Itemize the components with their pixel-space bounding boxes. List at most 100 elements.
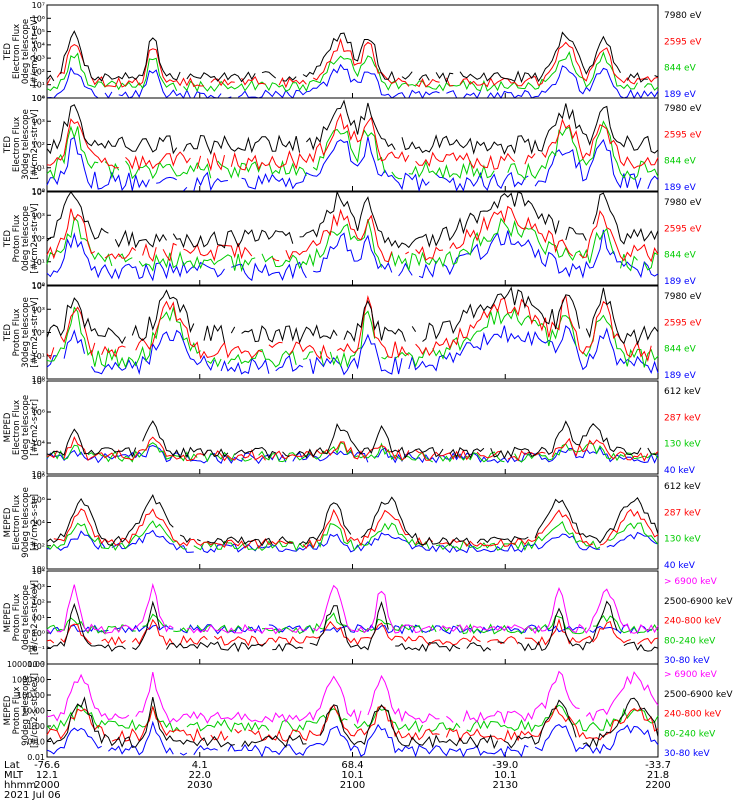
y-axis-title-line: [#/cm2-s-str-keV] (30, 673, 40, 748)
y-tick-label: 1.00 (27, 722, 45, 731)
y-axis-title-line: Electron Flux (12, 24, 22, 79)
legend-entry: 189 eV (664, 277, 697, 287)
y-axis-title-line: 0deg telescope (21, 19, 31, 84)
y-tick-label: 1000.00 (12, 676, 45, 685)
legend-entry: 189 eV (664, 183, 697, 193)
panel-frame (46, 570, 659, 665)
series-line-4 (46, 529, 659, 554)
y-tick-label: 10⁸ (32, 377, 45, 386)
y-tick-label: 10¹ (32, 81, 45, 90)
y-axis-title-line: 0deg telescope (21, 206, 31, 271)
panel-8: 0.01 0.10 1.00 10.00 100.00 1000.00 10000.00 ME… (3, 660, 733, 762)
legend-entry: 844 eV (664, 157, 697, 167)
legend-entry: 30-80 keV (664, 656, 710, 666)
y-tick-label: 10⁴ (32, 282, 45, 291)
legend-entry: 40 keV (664, 466, 696, 476)
y-tick-label: 10⁰ (32, 281, 45, 290)
y-tick-label: 10¹ (32, 614, 45, 623)
y-tick-label: 10³ (32, 211, 45, 220)
y-tick-label: 10⁵ (32, 28, 45, 37)
y-tick-label: 10⁴ (32, 41, 45, 50)
legend-entry: 2500-6900 keV (664, 690, 733, 700)
y-tick-label: 10⁶ (32, 14, 45, 23)
x-tick-label-hhmm: 2000 (34, 780, 59, 791)
y-tick-label: 10⁴ (32, 567, 45, 576)
x-tick-label-lat: 68.4 (341, 760, 363, 771)
x-tick-label-hhmm: 2200 (645, 780, 670, 791)
y-axis-title-line: MEPED (3, 695, 13, 725)
panel-frame (46, 380, 659, 475)
series-line-1 (46, 420, 659, 460)
y-tick-label: 10000.00 (7, 660, 45, 669)
y-axis-title-line: Electron Flux (12, 117, 22, 172)
series-line-3 (46, 618, 659, 647)
panel-2: 10⁰ 10¹ 10² 10³ 10⁴ TED Electron Flux 30deg tel… (3, 94, 702, 196)
y-axis-title-line: 90deg telescope (21, 487, 31, 558)
series-line-3 (46, 305, 659, 369)
series-line-4 (46, 136, 659, 193)
y-axis-title-line: Proton Flux (12, 687, 22, 735)
y-tick-label: 100.00 (17, 691, 45, 700)
legend-entry: 844 eV (664, 251, 697, 261)
y-tick-label: 10¹ (32, 352, 45, 361)
x-tick-label-hhmm: 2030 (187, 780, 212, 791)
y-axis-title-line: TED (3, 229, 13, 248)
y-tick-label: 10⁰ (32, 629, 45, 638)
series-line-1 (46, 30, 659, 84)
series-line-2 (46, 37, 659, 89)
legend-entry: 189 eV (664, 90, 697, 100)
y-axis-title-line: TED (3, 135, 13, 154)
x-tick-label-lat: -39.0 (492, 760, 518, 771)
series-line-2 (46, 112, 659, 172)
y-tick-label: 10⁰ (32, 94, 45, 103)
y-axis-title-line: Electron Flux (12, 400, 22, 455)
y-tick-label: 10⁰ (32, 565, 45, 574)
series-line-3 (46, 216, 659, 273)
y-tick-label: 10² (32, 542, 45, 551)
series-line-4 (46, 325, 659, 376)
series-line-3 (46, 120, 659, 181)
y-axis-title: MEPED Electron Flux 90deg telescope [#/cm2-… (3, 487, 40, 558)
legend-entry: 130 keV (664, 440, 701, 450)
y-axis-title-line: MEPED (3, 412, 13, 442)
legend-entry: 287 keV (664, 508, 701, 518)
y-axis-title-line: [#/cm2-s-str-eV] (30, 203, 40, 273)
y-axis-title: TED Electron Flux 30deg telescope [#/cm2-s-… (3, 109, 40, 180)
y-axis-title: MEPED Electron Flux 0deg telescope [#/cm2-s… (3, 395, 40, 460)
y-axis-title: MEPED Proton Flux 90deg telescope [#/cm2-s-… (3, 673, 40, 748)
x-tick-label-mlt: 10.1 (341, 770, 363, 781)
series-line-2 (46, 205, 659, 263)
y-tick-label: 10¹ (32, 164, 45, 173)
x-tick-label-mlt: 22.0 (189, 770, 211, 781)
y-tick-label: 10.00 (22, 707, 45, 716)
legend-entry: 2595 eV (664, 318, 702, 328)
series-line-1 (46, 670, 659, 725)
y-axis-title-line: Proton Flux (12, 309, 22, 357)
legend-entry: 30-80 keV (664, 749, 710, 759)
x-tick-label-mlt: 12.1 (36, 770, 58, 781)
series-line-3 (46, 441, 659, 463)
y-tick-label: 10² (32, 598, 45, 607)
legend-entry: 240-800 keV (664, 710, 722, 720)
y-axis-title-line: Proton Flux (12, 594, 22, 642)
legend-entry: 7980 eV (664, 292, 702, 302)
y-tick-label: 0.10 (27, 738, 45, 747)
series-line-1 (46, 99, 659, 156)
panel-4: 10⁰ 10¹ 10² 10³ 10⁴ TED Proton Flux 30deg teles… (3, 282, 702, 384)
y-axis-title: TED Proton Flux 30deg telescope [#/cm2-s-st… (3, 297, 40, 368)
series-line-2 (53, 508, 659, 550)
y-tick-label: 10² (32, 141, 45, 150)
legend-entry: 130 keV (664, 535, 701, 545)
legend-entry: 7980 eV (664, 11, 702, 21)
y-axis-title-line: 90deg telescope (21, 675, 31, 746)
panel-1: 10⁰ 10¹ 10² 10³ 10⁴ 10⁵ 10⁶ 10⁷ TED Electron Flux… (3, 1, 702, 103)
panel-frame (46, 97, 659, 192)
y-axis-title-line: [#/cm2-s-str-keV] (30, 580, 40, 655)
y-axis-title: MEPED Proton Flux 0deg telescope [#/cm2-s-s… (3, 580, 40, 655)
legend-entry: 844 eV (664, 345, 697, 355)
legend-entry: 7980 eV (664, 104, 702, 114)
y-tick-label: 10⁰ (32, 375, 45, 384)
y-axis-title-line: 0deg telescope (21, 395, 31, 460)
